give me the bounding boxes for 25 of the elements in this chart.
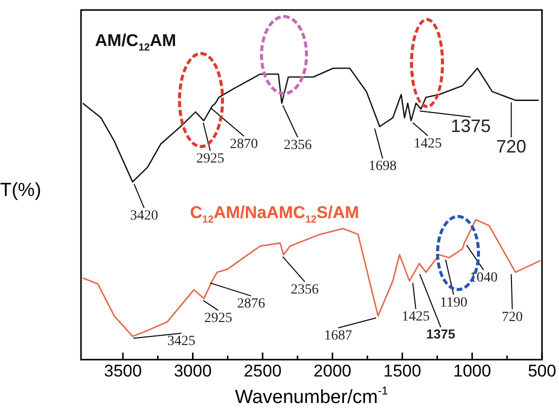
x-tick-label: 3000	[174, 361, 212, 380]
x-tick-label: 3500	[104, 361, 142, 380]
x-tick-label: 1500	[383, 361, 422, 380]
annotation: 1687	[324, 328, 352, 344]
x-tick-label: 500	[528, 361, 556, 380]
annotation: 2356	[290, 282, 319, 298]
annotation: 3420	[130, 208, 158, 224]
annotation: 1425	[402, 310, 430, 325]
annotation: 3425	[167, 334, 196, 349]
annotation: 2925	[196, 151, 224, 166]
annotation: 1375	[450, 116, 491, 136]
annotation: 2356	[284, 138, 312, 153]
annotation: 720	[502, 310, 523, 325]
annotation: 1375	[426, 326, 456, 342]
x-tick-label: 1000	[453, 361, 492, 380]
y-axis-title: T(%)	[0, 180, 42, 201]
annotation: 1190	[440, 295, 468, 310]
x-tick-label: 2000	[314, 361, 352, 380]
annotation: 2870	[230, 136, 258, 152]
annotation: 1425	[414, 136, 442, 152]
annotation: 1698	[368, 159, 397, 174]
x-tick-label: 2500	[244, 361, 282, 380]
annotation: 2925	[204, 311, 232, 326]
annotation: 2876	[237, 296, 266, 312]
annotation: 720	[496, 136, 526, 156]
